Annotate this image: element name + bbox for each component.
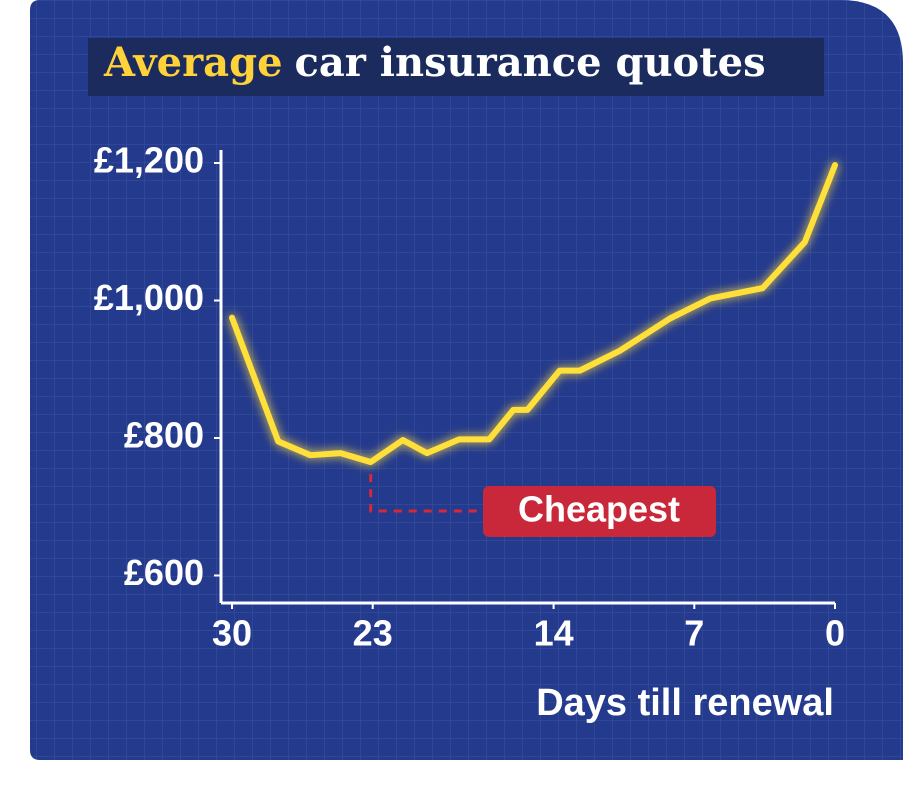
title-rest: car insurance quotes [295, 39, 766, 86]
y-tick-label: £1,200 [94, 140, 204, 181]
x-tick-label: 14 [534, 613, 574, 654]
y-tick-label: £800 [124, 415, 204, 456]
title-highlight: Average [103, 39, 283, 86]
annotation-leader [369, 474, 482, 513]
x-axis-label: Days till renewal [536, 682, 834, 724]
annotation-box [483, 486, 716, 537]
grid-pattern [30, 0, 903, 760]
annotation-label: Cheapest [518, 489, 680, 530]
data-line [229, 162, 838, 466]
chart-title: Average car insurance quotes [103, 39, 766, 86]
y-tick-label: £1,000 [94, 277, 204, 318]
x-tick-label: 30 [212, 613, 252, 654]
x-tick-label: 0 [825, 613, 845, 654]
x-tick-label: 23 [353, 613, 393, 654]
x-tick-label: 7 [684, 613, 704, 654]
title-box [88, 38, 824, 96]
y-tick-label: £600 [124, 552, 204, 593]
